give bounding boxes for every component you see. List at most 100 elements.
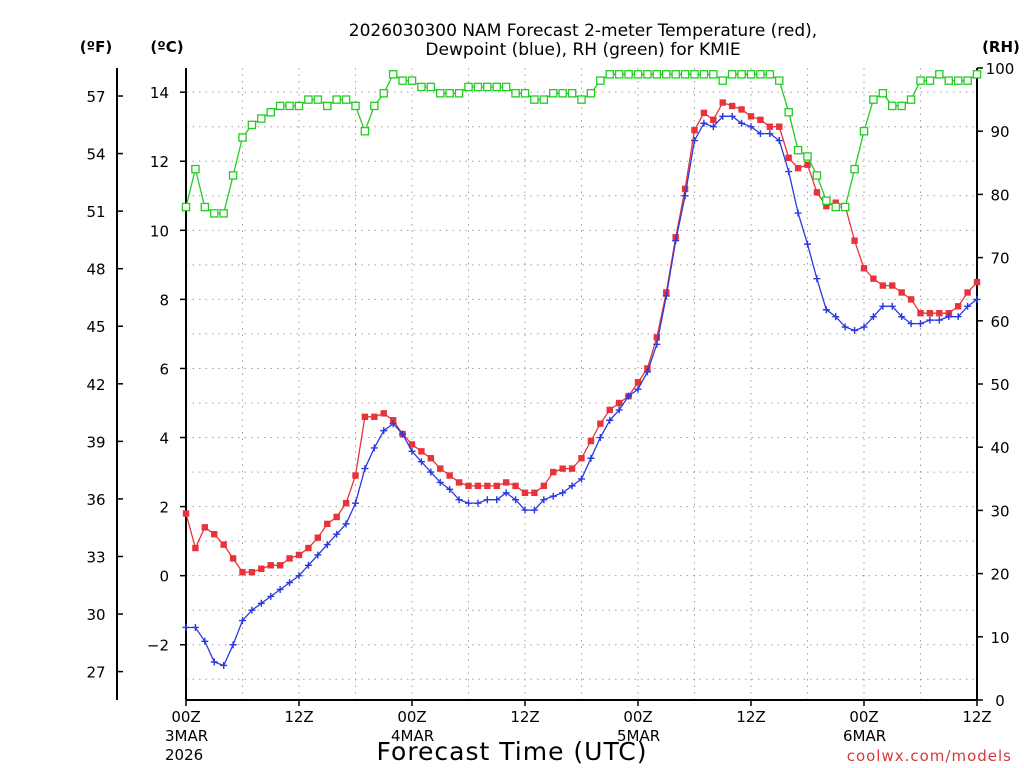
temperature-marker (898, 289, 905, 296)
rh-marker (878, 89, 888, 98)
rh-marker (219, 209, 228, 218)
celsius-tick-label: 6 (159, 360, 169, 378)
rh-marker (398, 76, 407, 85)
time-tick-date: 3MAR (165, 727, 208, 745)
rh-marker (285, 101, 294, 111)
temperature-marker (889, 282, 896, 289)
rh-series (181, 70, 982, 218)
temperature-marker (248, 569, 256, 576)
rh-marker (869, 95, 878, 104)
temperature-marker (484, 482, 491, 490)
temperature-marker (832, 199, 839, 206)
rh-marker (228, 171, 238, 180)
rh-marker (238, 133, 247, 142)
rh-marker (341, 95, 351, 104)
fahrenheit-tick-label: 54 (86, 146, 105, 164)
rh-marker (624, 70, 633, 79)
rh-marker (530, 95, 539, 104)
dewpoint-marker (483, 496, 491, 504)
rh-tick-label: 60 (990, 313, 1009, 331)
temperature-marker (493, 482, 500, 490)
dewpoint-marker (286, 579, 294, 587)
dewpoint-marker (747, 123, 755, 131)
rh-tick-label: 100 (986, 60, 1015, 78)
dewpoint-marker (879, 302, 887, 310)
temperature-marker (427, 455, 435, 462)
temperature-marker (578, 455, 585, 462)
rh-tick-label: 80 (990, 186, 1009, 204)
rh-marker (539, 95, 549, 104)
rh-marker (209, 209, 219, 218)
fahrenheit-tick-label: 48 (86, 261, 105, 279)
fahrenheit-tick-label: 30 (86, 606, 105, 624)
rh-marker (577, 95, 586, 104)
time-tick-label: 12Z (510, 708, 539, 726)
temperature-marker (521, 489, 529, 496)
rh-marker (257, 114, 266, 123)
temperature-marker (324, 520, 331, 528)
dewpoint-marker (342, 520, 350, 528)
dewpoint-marker (691, 137, 698, 145)
rh-marker (690, 70, 699, 79)
rh-marker (435, 89, 445, 98)
x-axis-label: Forecast Time (UTC) (377, 737, 648, 766)
rh-marker (596, 76, 605, 85)
temperature-marker (964, 289, 971, 296)
dewpoint-marker (389, 420, 397, 428)
rh-marker (652, 70, 662, 79)
temperature-marker (305, 544, 312, 552)
rh-marker (586, 89, 596, 98)
dewpoint-marker (304, 561, 312, 569)
rh-marker (831, 202, 841, 212)
temperature-marker (211, 531, 218, 538)
rh-marker (200, 202, 210, 212)
celsius-axis-unit: (ºC) (150, 38, 183, 56)
temperature-marker (719, 99, 726, 106)
rh-marker (567, 89, 577, 98)
temperature-marker (465, 482, 472, 490)
rh-marker (464, 82, 473, 92)
dewpoint-marker (841, 323, 849, 331)
rh-marker (511, 89, 520, 98)
temperature-marker (785, 154, 792, 161)
dewpoint-marker (559, 489, 567, 497)
rh-marker (972, 70, 982, 79)
temperature-marker (936, 310, 943, 317)
rh-marker (812, 171, 822, 180)
rh-marker (944, 76, 954, 85)
rh-marker (793, 145, 803, 155)
celsius-tick-label: −2 (147, 637, 169, 655)
dewpoint-marker (662, 292, 670, 300)
rh-marker (662, 70, 671, 79)
dewpoint-marker (634, 385, 642, 393)
dewpoint-marker (766, 130, 774, 138)
credit-text: coolwx.com/models (847, 747, 1012, 765)
rh-marker (727, 70, 737, 79)
dewpoint-marker (804, 240, 811, 248)
rh-tick-label: 10 (990, 629, 1009, 647)
fahrenheit-tick-label: 39 (86, 433, 105, 451)
celsius-tick-label: 12 (150, 153, 169, 171)
dewpoint-marker (832, 313, 840, 321)
rh-marker (643, 70, 652, 79)
temperature-marker (267, 562, 274, 569)
rh-marker (897, 101, 906, 111)
temperature-marker (512, 482, 519, 490)
temperature-marker (597, 420, 604, 427)
rh-marker (775, 76, 784, 85)
dewpoint-marker (785, 168, 793, 176)
temperature-marker (502, 479, 510, 486)
time-tick-label: 00Z (623, 708, 652, 726)
dewpoint-marker (587, 454, 595, 462)
rh-marker (680, 70, 690, 79)
dewpoint-marker (314, 551, 322, 559)
temperature-marker (239, 569, 246, 576)
rh-marker (549, 89, 558, 98)
rh-marker (784, 107, 793, 117)
temperature-marker (973, 278, 981, 286)
rh-marker (417, 82, 426, 92)
rh-marker (614, 70, 624, 79)
temperature-marker (634, 379, 642, 386)
temperature-marker (794, 164, 802, 172)
rh-tick-label: 40 (990, 439, 1009, 457)
